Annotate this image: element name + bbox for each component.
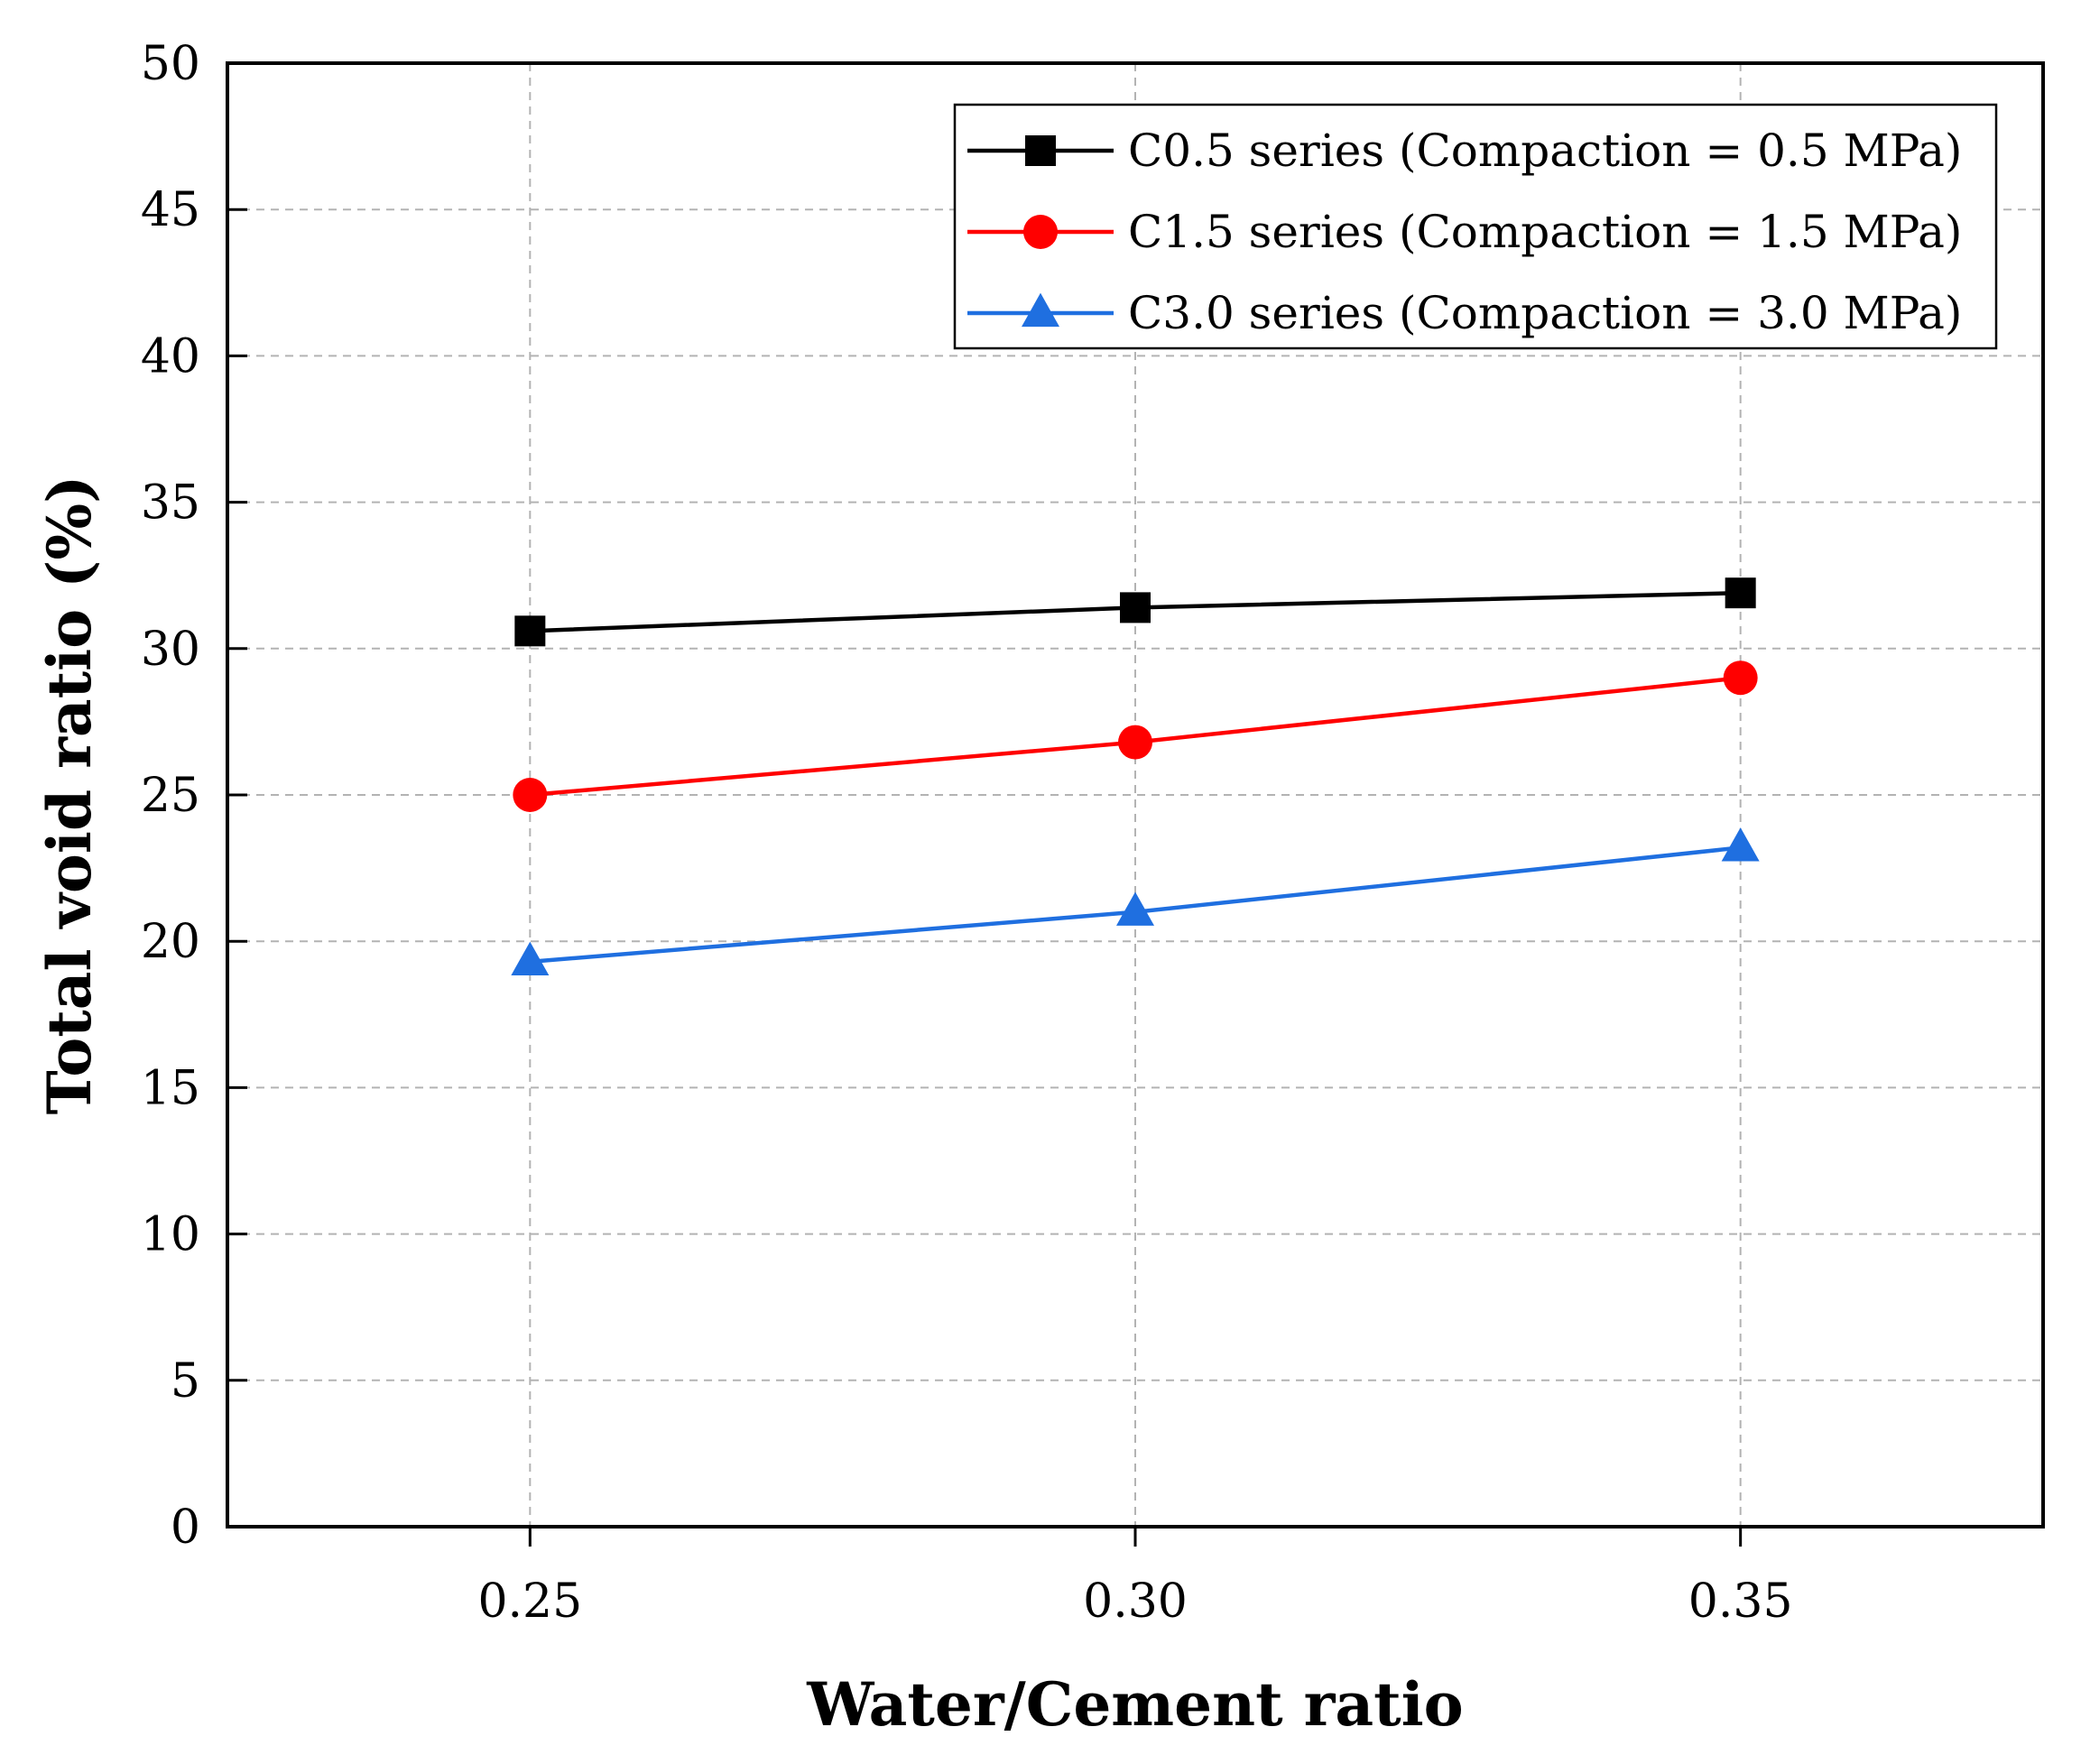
series-2 (513, 660, 1758, 812)
data-point-marker (1723, 660, 1758, 696)
data-point-marker (514, 615, 546, 647)
legend-marker (1025, 135, 1056, 166)
legend-entry-3: C3.0 series (Compaction = 3.0 MPa) (967, 287, 1962, 339)
x-tick-label: 0.35 (1688, 1575, 1793, 1629)
legend-marker (1022, 292, 1059, 328)
data-point-marker (1118, 725, 1152, 760)
data-point-marker (513, 778, 548, 812)
x-tick-label: 0.30 (1083, 1575, 1188, 1629)
legend-marker (1023, 215, 1058, 249)
y-tick-label: 15 (141, 1061, 200, 1115)
y-tick-label: 5 (171, 1354, 200, 1408)
y-tick-label: 35 (141, 476, 200, 531)
grid-lines (227, 63, 2043, 1527)
legend-label: C1.5 series (Compaction = 1.5 MPa) (1128, 206, 1962, 258)
data-point-marker (511, 941, 550, 976)
y-tick-label: 25 (141, 769, 200, 823)
legend-box (953, 103, 1998, 350)
legend-entry-2: C1.5 series (Compaction = 1.5 MPa) (967, 206, 1962, 258)
legend-entry-1: C0.5 series (Compaction = 0.5 MPa) (967, 125, 1962, 177)
x-axis-title: Water/Cement ratio (806, 1669, 1463, 1740)
data-point-marker (1116, 891, 1154, 926)
y-tick-label: 10 (141, 1208, 200, 1262)
legend: C0.5 series (Compaction = 0.5 MPa) C1.5 s… (953, 103, 1998, 350)
series-layer (511, 577, 1760, 976)
data-point-marker (1721, 827, 1760, 862)
data-point-marker (1725, 577, 1756, 609)
y-axis-title: Total void ratio (%) (34, 476, 105, 1115)
data-point-marker (1120, 592, 1151, 623)
y-tick-label: 20 (141, 915, 200, 969)
axis-ticks: 0 5 10 15 20 25 30 35 40 45 50 0.25 0.30 0.35 (141, 37, 1793, 1629)
legend-label: C3.0 series (Compaction = 3.0 MPa) (1128, 287, 1962, 339)
legend-label: C0.5 series (Compaction = 0.5 MPa) (1128, 125, 1962, 177)
y-tick-label: 30 (141, 623, 200, 677)
series-1 (514, 577, 1756, 647)
y-tick-label: 45 (141, 183, 200, 237)
y-tick-label: 0 (171, 1501, 200, 1555)
y-tick-label: 50 (141, 37, 200, 91)
y-tick-label: 40 (141, 329, 200, 383)
series-3 (511, 827, 1760, 976)
x-tick-label: 0.25 (477, 1575, 582, 1629)
